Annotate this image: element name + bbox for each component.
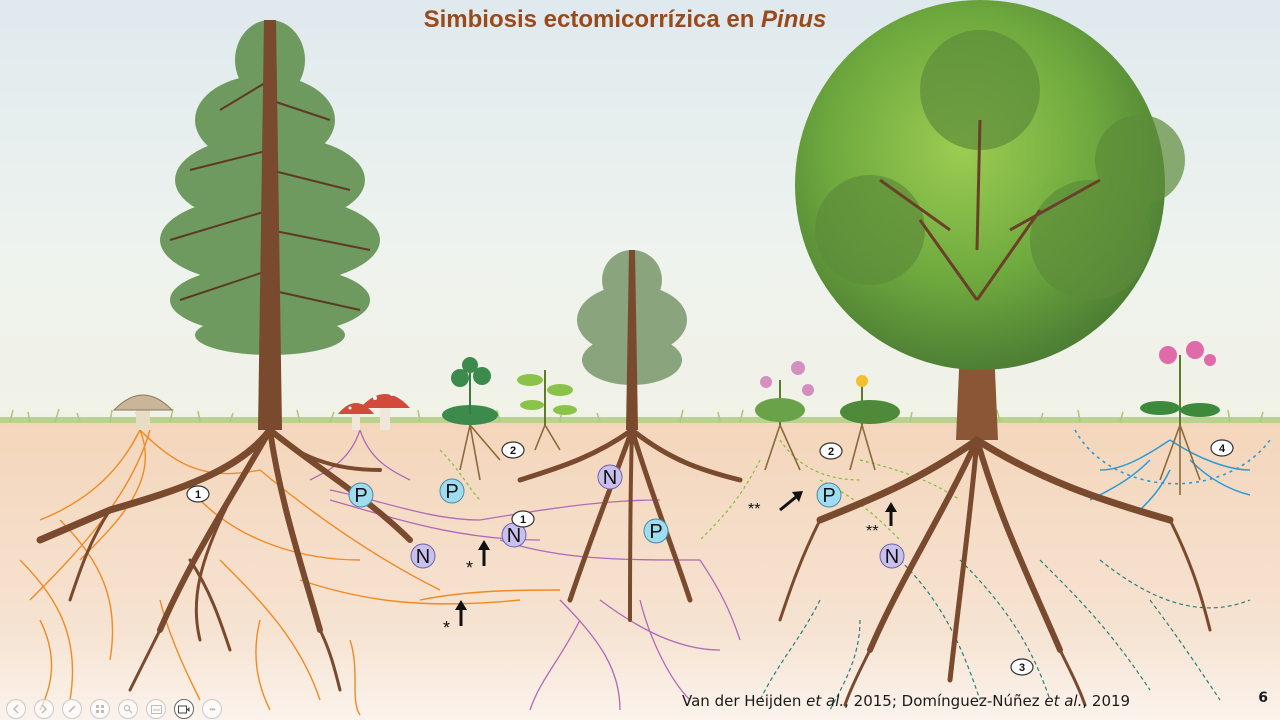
dandelion-plant [840,375,900,425]
phosphorus-label-4: P [822,485,835,507]
arrow-marker-b: * [443,600,467,638]
mushroom-left [112,394,174,430]
camera-icon[interactable] [174,699,194,719]
nitrogen-marker-3: N [597,464,623,490]
nitrogen-label-3: N [603,467,617,489]
slides-grid-icon[interactable] [90,699,110,719]
citation-etal-2: et al. [1044,692,1083,710]
phosphorus-marker-3: P [643,518,669,544]
thistle-plant [755,361,814,425]
phosphorus-label-1: P [354,485,367,507]
citation: Van der Heijden et al., 2015; Domínguez-… [682,692,1130,710]
seedling-plant [517,370,577,425]
number-marker-1a: 1 [186,485,210,503]
more-label: ••• [209,704,215,714]
red-mushrooms [338,392,410,430]
nitrogen-marker-1: N [410,543,436,569]
more-icon[interactable]: ••• [202,699,222,719]
orange-hyphae [19,429,561,716]
middle-pine-tree [577,250,687,430]
number-marker-2b: 2 [819,442,843,460]
purple-hyphae [309,429,741,711]
citation-author-1: Van der Heijden [682,692,807,710]
citation-author-2: , 2015; Domínguez-Núñez [844,692,1045,710]
presentation-toolbar: ••• [6,699,222,719]
number-marker-3: 3 [1010,658,1034,676]
left-pine-tree [160,20,380,430]
number-marker-2a: 2 [501,441,525,459]
green-hyphae [439,439,961,541]
asterisk-label-c: ** [748,501,760,518]
right-broadleaf-tree [795,0,1185,440]
number-marker-1b: 1 [511,510,535,528]
prev-icon[interactable] [6,699,26,719]
zoom-icon[interactable] [118,699,138,719]
understory-roots [459,424,1201,495]
phosphorus-label-3: P [649,521,662,543]
number-marker-4: 4 [1210,439,1234,457]
phosphorus-marker-1: P [348,482,374,508]
teal-hyphae [759,559,1251,711]
nitrogen-label-4: N [885,546,899,568]
asterisk-label-b: * [443,618,450,638]
nitrogen-marker-4: N [879,543,905,569]
nitrogen-label-1: N [416,546,430,568]
asterisk-label-d: ** [866,523,878,540]
phosphorus-label-2: P [445,481,458,503]
slide-title: Simbiosis ectomicorrízica en Pinus [0,6,1250,34]
citation-year-2: , 2019 [1082,692,1131,710]
arrow-marker-c: ** [748,491,803,518]
number-label-1a: 1 [195,489,201,501]
number-label-1b: 1 [520,514,526,526]
slide-title-genus: Pinus [761,6,827,33]
subtitles-icon[interactable] [146,699,166,719]
right-tree-roots [778,436,1212,707]
blue-hyphae [1089,439,1251,511]
number-label-2a: 2 [510,445,516,457]
left-pine-roots [36,426,413,692]
orchid-plant [1140,341,1220,425]
arrow-marker-d: ** [866,502,897,540]
phosphorus-marker-4: P [816,482,842,508]
asterisk-label-a: * [466,558,473,578]
phosphorus-marker-2: P [439,478,465,504]
slide-title-text: Simbiosis ectomicorrízica en [423,6,762,33]
pen-icon[interactable] [62,699,82,719]
herb-plant [442,357,498,425]
next-icon[interactable] [34,699,54,719]
orchid-rhizosphere-arc [1074,429,1271,485]
arrow-marker-a: * [466,540,490,578]
citation-etal-1: et al. [806,692,845,710]
number-label-4: 4 [1219,443,1226,455]
number-label-2b: 2 [828,446,834,458]
nitrogen-label-2: N [507,525,521,547]
middle-pine-roots [517,427,743,622]
slide-number: 6 [1258,690,1268,706]
number-label-3: 3 [1019,662,1025,674]
